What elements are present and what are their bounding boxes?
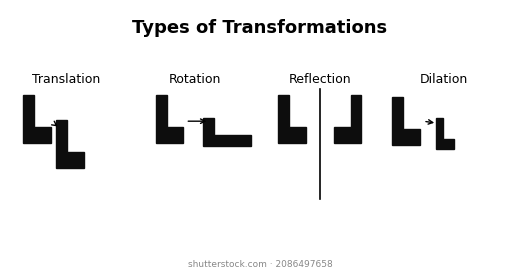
Text: Dilation: Dilation: [420, 73, 468, 86]
Text: shutterstock.com · 2086497658: shutterstock.com · 2086497658: [188, 260, 332, 269]
Polygon shape: [392, 97, 420, 145]
Text: Types of Transformations: Types of Transformations: [133, 19, 387, 37]
Polygon shape: [155, 95, 184, 143]
Polygon shape: [56, 120, 84, 168]
Text: Translation: Translation: [32, 73, 100, 86]
Text: Reflection: Reflection: [289, 73, 351, 86]
Text: Rotation: Rotation: [169, 73, 222, 86]
Polygon shape: [278, 95, 306, 143]
Polygon shape: [203, 118, 251, 146]
Polygon shape: [436, 118, 454, 149]
Polygon shape: [334, 95, 361, 143]
Polygon shape: [23, 95, 51, 143]
